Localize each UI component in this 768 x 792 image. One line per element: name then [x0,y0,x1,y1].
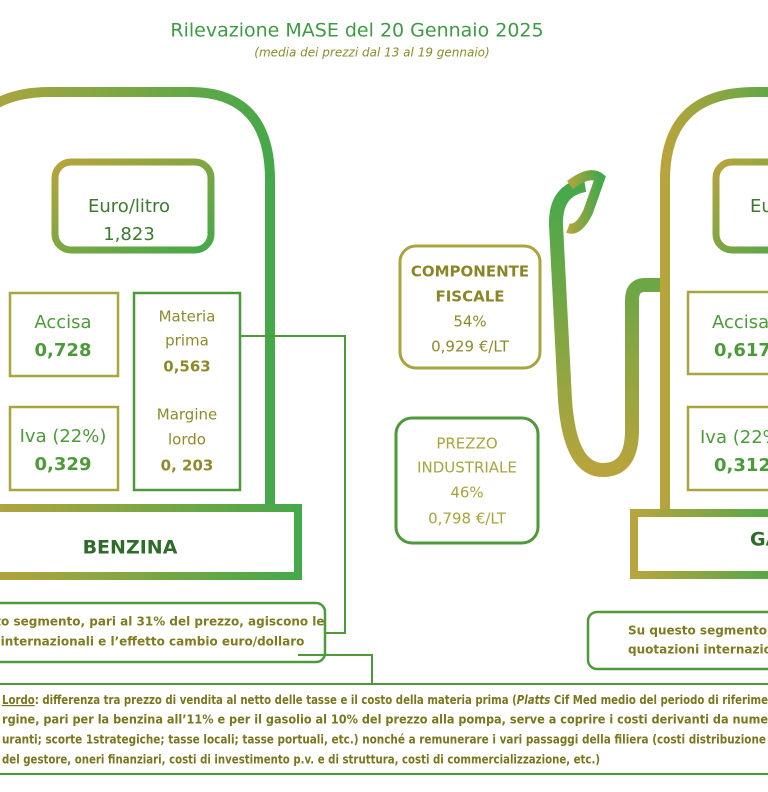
display-box [51,158,215,254]
iva-label: Iva (22%) [20,426,107,447]
footer-text: : differenza tra prezzo di vendita al ne… [35,693,517,707]
note-text: uesto segmento, pari al 31% del prezzo, … [0,615,325,629]
industrial-value: 0,798 €/LT [428,510,507,528]
accisa-value: 0,617 [714,340,768,361]
note-box [0,601,327,664]
note-text: oni internazionali e l’effetto cambio eu… [0,635,304,649]
note-text: Su questo segmento, pa [628,624,768,638]
margine-value: 0, 203 [161,457,214,475]
title: Rilevazione MASE del 20 Gennaio 2025 [170,20,543,42]
margine-label: lordo [168,431,206,449]
display-label: Eu [750,196,768,217]
fuel-name: GA [750,529,768,551]
pump-base [630,509,768,579]
hose [549,178,665,478]
accisa-box [8,291,120,378]
industrial-label: PREZZO [436,435,497,453]
accisa-box [686,290,768,376]
connector [240,335,346,634]
pump-outline [660,87,768,512]
materia-label: prima [165,332,209,350]
nozzle [566,170,606,234]
subtitle: (media dei prezzi dal 13 al 19 gennaio) [254,46,489,60]
footer-text: Cif Med medio del periodo di riferime [550,693,768,707]
materia-label: Materia [159,308,216,326]
accisa-label: Accisa [34,312,91,333]
note-text: quotazioni internaziona [628,643,768,657]
iva-label: Iva (22% [700,427,768,448]
fiscal-value: 0,929 €/LT [431,338,510,356]
iva-value: 0,312 [714,455,768,476]
materia-value: 0,563 [163,358,210,376]
pump-base [0,504,302,580]
pump-outline [0,87,275,505]
display-box [712,158,768,254]
fiscal-share: 54% [453,313,486,331]
connector [298,654,373,684]
accisa-value: 0,728 [35,340,92,361]
footer-line: rgine, pari per la benzina all’11% e per… [2,713,768,727]
iva-value: 0,329 [35,454,92,475]
industrial-share: 46% [450,484,483,502]
fiscal-label: COMPONENTE [411,263,529,281]
footer-line: uranti; scorte 1strategiche; tasse local… [2,733,766,747]
iva-box [8,405,120,492]
iva-box [686,405,768,492]
footer-italic: Platts [517,693,551,707]
materia-box [132,291,242,492]
fiscal-box [398,244,542,370]
margine-label: Margine [157,406,217,424]
accisa-label: Accisa [712,312,768,333]
fiscal-label: FISCALE [435,288,504,306]
footer-term: Lordo [2,693,35,707]
footer-line: Lordo: differenza tra prezzo di vendita … [2,693,768,707]
footer-line: del gestore, oneri finanziari, costi di … [2,753,600,767]
industrial-label: INDUSTRIALE [417,459,517,477]
industrial-box [394,416,540,545]
footer-box [0,683,768,775]
note-box [586,610,768,671]
fuel-name: BENZINA [83,537,178,559]
display-value: 1,823 [103,224,155,245]
display-label: Euro/litro [88,196,170,217]
